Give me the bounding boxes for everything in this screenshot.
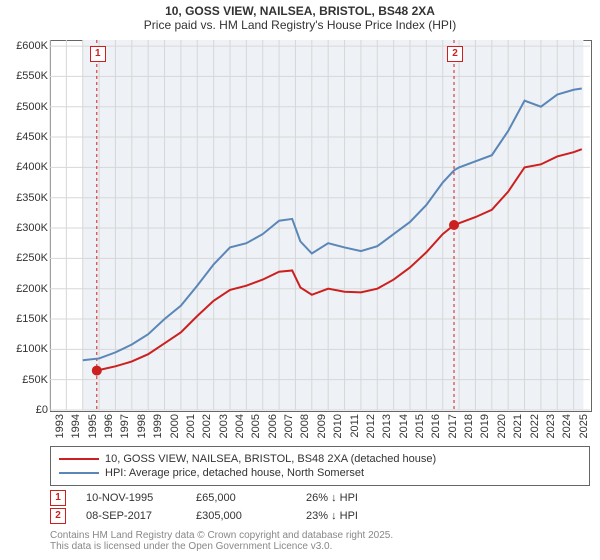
x-axis-label: 2023 bbox=[545, 414, 557, 438]
x-axis-label: 2011 bbox=[349, 414, 361, 438]
y-axis-label: £0 bbox=[0, 404, 48, 416]
y-axis-label: £250K bbox=[0, 252, 48, 264]
y-axis-label: £350K bbox=[0, 192, 48, 204]
sale-row: 2 08-SEP-2017£305,00023% ↓ HPI bbox=[50, 508, 416, 524]
x-axis-label: 2001 bbox=[185, 414, 197, 438]
x-axis-label: 2005 bbox=[250, 414, 262, 438]
legend-box: 10, GOSS VIEW, NAILSEA, BRISTOL, BS48 2X… bbox=[50, 446, 590, 486]
x-axis-label: 1999 bbox=[152, 414, 164, 438]
x-axis-label: 2019 bbox=[479, 414, 491, 438]
x-axis-label: 2000 bbox=[169, 414, 181, 438]
x-axis-label: 1993 bbox=[54, 414, 66, 438]
x-axis-label: 2013 bbox=[381, 414, 393, 438]
y-axis-label: £150K bbox=[0, 313, 48, 325]
legend-item: 10, GOSS VIEW, NAILSEA, BRISTOL, BS48 2X… bbox=[59, 453, 581, 465]
x-axis-label: 1998 bbox=[136, 414, 148, 438]
y-axis-label: £600K bbox=[0, 40, 48, 52]
y-axis-label: £500K bbox=[0, 101, 48, 113]
legend-item: HPI: Average price, detached house, Nort… bbox=[59, 467, 581, 479]
x-axis-label: 2018 bbox=[463, 414, 475, 438]
x-axis-label: 2006 bbox=[267, 414, 279, 438]
y-axis-label: £450K bbox=[0, 131, 48, 143]
sale-marker-box: 2 bbox=[447, 46, 463, 62]
x-axis-label: 2020 bbox=[496, 414, 508, 438]
footer-credit: Contains HM Land Registry data © Crown c… bbox=[50, 530, 393, 552]
x-axis-label: 2008 bbox=[299, 414, 311, 438]
x-axis-label: 2004 bbox=[234, 414, 246, 438]
x-axis-label: 2024 bbox=[561, 414, 573, 438]
x-axis-label: 2012 bbox=[365, 414, 377, 438]
x-axis-label: 2025 bbox=[578, 414, 590, 438]
x-axis-label: 2014 bbox=[398, 414, 410, 438]
y-axis-label: £300K bbox=[0, 222, 48, 234]
y-axis-label: £100K bbox=[0, 343, 48, 355]
y-axis-label: £200K bbox=[0, 283, 48, 295]
x-axis-label: 1994 bbox=[70, 414, 82, 438]
x-axis-label: 2003 bbox=[218, 414, 230, 438]
sale-row: 1 10-NOV-1995£65,00026% ↓ HPI bbox=[50, 490, 416, 506]
x-axis-label: 2016 bbox=[430, 414, 442, 438]
x-axis-label: 2015 bbox=[414, 414, 426, 438]
x-axis-label: 2022 bbox=[529, 414, 541, 438]
x-axis-label: 2007 bbox=[283, 414, 295, 438]
x-axis-label: 1996 bbox=[103, 414, 115, 438]
x-axis-label: 2010 bbox=[332, 414, 344, 438]
x-axis-label: 2002 bbox=[201, 414, 213, 438]
y-axis-label: £550K bbox=[0, 70, 48, 82]
x-axis-label: 1995 bbox=[87, 414, 99, 438]
y-axis-label: £50K bbox=[0, 374, 48, 386]
x-axis-label: 1997 bbox=[119, 414, 131, 438]
x-axis-label: 2009 bbox=[316, 414, 328, 438]
x-axis-label: 2021 bbox=[512, 414, 524, 438]
y-axis-label: £400K bbox=[0, 161, 48, 173]
sale-marker-box: 1 bbox=[90, 46, 106, 62]
x-axis-label: 2017 bbox=[447, 414, 459, 438]
